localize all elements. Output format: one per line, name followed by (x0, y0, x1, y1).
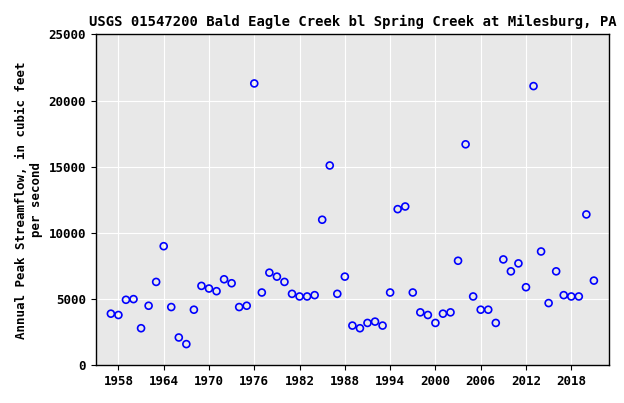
Point (363, 320, 373, 326)
Point (431, 320, 441, 326)
Point (461, 141, 470, 147)
Point (287, 291, 297, 297)
Point (106, 310, 116, 317)
Point (475, 306, 485, 313)
Point (265, 270, 275, 276)
Point (129, 296, 139, 302)
Point (295, 293, 305, 300)
Point (114, 312, 124, 318)
Point (453, 258, 463, 264)
Point (136, 325, 146, 331)
Point (317, 216, 327, 223)
Point (582, 211, 592, 218)
Point (151, 279, 161, 285)
Point (310, 292, 319, 298)
Point (566, 293, 576, 300)
Point (416, 309, 426, 316)
Title: USGS 01547200 Bald Eagle Creek bl Spring Creek at Milesburg, PA: USGS 01547200 Bald Eagle Creek bl Spring… (89, 15, 617, 29)
Point (370, 318, 380, 325)
Point (333, 291, 343, 297)
Point (446, 309, 456, 316)
Point (340, 273, 350, 280)
Point (514, 260, 524, 267)
Point (158, 243, 168, 249)
Point (423, 312, 433, 318)
Point (506, 268, 516, 274)
Point (499, 256, 509, 263)
Point (174, 334, 184, 341)
Y-axis label: Annual Peak Streamflow, in cubic feet
per second: Annual Peak Streamflow, in cubic feet pe… (15, 61, 43, 339)
Point (144, 303, 154, 309)
Point (407, 289, 417, 296)
Point (227, 280, 236, 287)
Point (529, 83, 539, 89)
Point (280, 279, 290, 285)
Point (468, 293, 478, 300)
Point (212, 288, 222, 295)
Point (544, 300, 553, 306)
Point (324, 162, 334, 169)
Point (348, 322, 358, 329)
Point (182, 341, 192, 347)
Point (219, 276, 229, 283)
Point (257, 289, 267, 296)
Point (378, 322, 388, 329)
Point (483, 306, 493, 313)
Point (491, 320, 501, 326)
Point (189, 306, 199, 313)
Point (521, 284, 531, 291)
Point (400, 203, 410, 210)
Point (272, 273, 282, 280)
Point (589, 277, 599, 284)
Point (166, 304, 176, 310)
Point (234, 304, 244, 310)
Point (392, 206, 402, 212)
Point (204, 285, 214, 292)
Point (121, 297, 131, 303)
Point (574, 293, 584, 300)
Point (438, 310, 448, 317)
Point (197, 283, 207, 289)
Point (249, 80, 259, 87)
Point (355, 325, 365, 331)
Point (558, 292, 568, 298)
Point (551, 268, 561, 274)
Point (241, 303, 251, 309)
Point (536, 248, 546, 255)
Point (302, 293, 312, 300)
Point (385, 289, 395, 296)
